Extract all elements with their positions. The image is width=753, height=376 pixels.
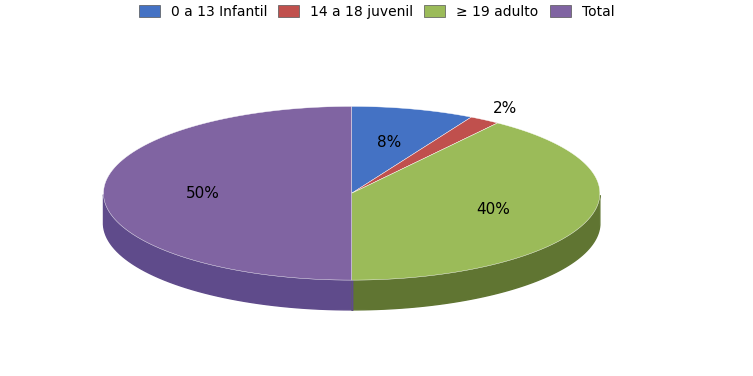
Polygon shape xyxy=(352,195,600,310)
Polygon shape xyxy=(103,195,352,310)
Polygon shape xyxy=(352,117,498,193)
Polygon shape xyxy=(352,123,600,280)
Text: 2%: 2% xyxy=(492,102,517,117)
Polygon shape xyxy=(352,106,471,193)
Text: 8%: 8% xyxy=(376,135,401,150)
Text: 40%: 40% xyxy=(477,202,511,217)
Legend: 0 a 13 Infantil, 14 a 18 juvenil, ≥ 19 adulto, Total: 0 a 13 Infantil, 14 a 18 juvenil, ≥ 19 a… xyxy=(133,0,620,24)
Text: 50%: 50% xyxy=(186,186,220,201)
Polygon shape xyxy=(103,106,352,280)
